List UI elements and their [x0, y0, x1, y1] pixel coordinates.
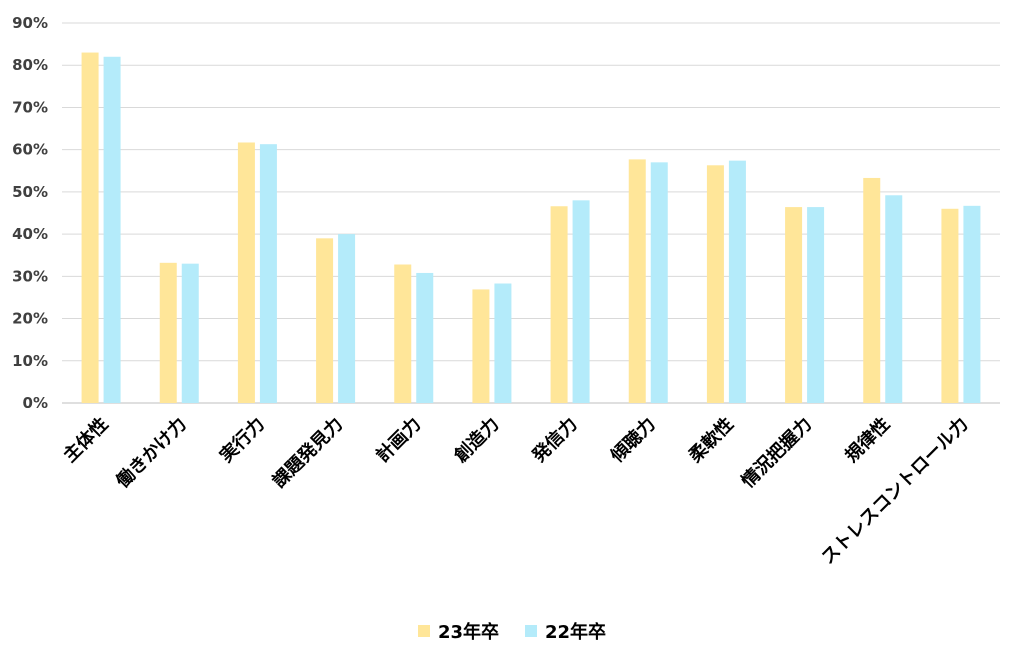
bar-22: [963, 205, 981, 403]
legend-item-23: 23年卒: [417, 618, 499, 644]
x-tick-label: 情況把握力: [737, 413, 816, 492]
bar-23: [159, 262, 177, 403]
bar-22: [650, 162, 668, 403]
y-tick-label: 70%: [12, 98, 48, 116]
x-tick-label: 傾聴力: [605, 413, 659, 467]
y-tick-label: 40%: [12, 225, 48, 243]
bar-22: [728, 160, 746, 403]
bar-22: [494, 283, 512, 403]
y-tick-label: 0%: [23, 394, 48, 412]
x-tick-label: 柔軟性: [684, 413, 738, 467]
bar-23: [237, 142, 255, 403]
bar-23: [394, 264, 412, 403]
bar-23: [863, 177, 881, 403]
y-tick-label: 60%: [12, 141, 48, 159]
x-tick-label: 発信力: [527, 413, 581, 467]
bar-23: [316, 238, 334, 403]
bars: [81, 52, 981, 404]
y-tick-label: 20%: [12, 310, 48, 328]
legend-swatch-23: [417, 625, 430, 637]
y-tick-label: 90%: [12, 14, 48, 32]
x-tick-label: 課題発見力: [268, 413, 347, 492]
legend-label-22: 22年卒: [545, 622, 607, 643]
x-tick-label: 実行力: [215, 413, 269, 467]
legend-label-23: 23年卒: [437, 622, 499, 643]
bar-22: [416, 272, 434, 403]
x-axis-ticks: 主体性 働きかけ力 実行力 課題発見力 計画力 創造力 発信力 傾聴力 柔軟性 情況把握力 規律性ス…: [59, 413, 973, 569]
gridlines: [62, 22, 1000, 404]
x-tick-label: 計画力: [372, 413, 426, 467]
bar-22: [572, 200, 590, 403]
bar-23: [81, 52, 99, 404]
bar-22: [807, 207, 825, 403]
bar-22: [103, 56, 121, 404]
x-tick-label: 働きかけ力: [111, 413, 191, 493]
bar-22: [338, 234, 356, 403]
y-tick-label: 50%: [12, 183, 48, 201]
legend: 23年卒 22年卒: [0, 618, 1024, 644]
x-tick-label: 規律性: [841, 413, 895, 467]
legend-item-22: 22年卒: [525, 618, 606, 644]
x-tick-label: 創造力: [449, 413, 503, 467]
bar-23: [941, 208, 959, 403]
y-axis-ticks: 0% 10% 20% 30% 40% 50% 60% 70% 80% 90%: [12, 14, 48, 412]
x-tick-label: ストレスコントロール力: [818, 414, 973, 569]
bar-23: [628, 159, 646, 403]
bar-22: [181, 263, 199, 403]
legend-swatch-22: [525, 625, 537, 637]
y-tick-label: 80%: [12, 56, 48, 74]
y-tick-label: 10%: [12, 352, 48, 370]
bar-23: [472, 289, 490, 403]
bar-22: [259, 144, 277, 403]
bar-23: [785, 207, 803, 403]
x-tick-label: 主体性: [59, 413, 113, 467]
bar-23: [550, 206, 568, 403]
y-tick-label: 30%: [12, 267, 48, 285]
bar-22: [885, 195, 903, 403]
bar-23: [706, 165, 724, 403]
